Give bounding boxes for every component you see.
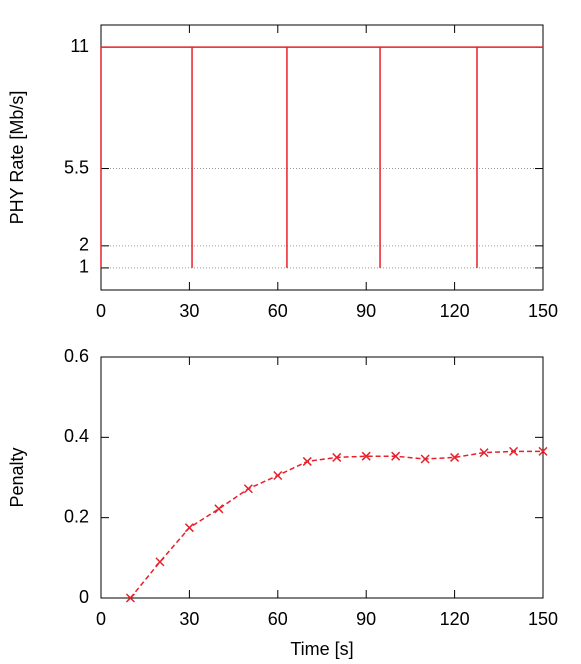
y-tick-label: 0.2 bbox=[64, 506, 89, 526]
x-tick-label: 90 bbox=[356, 609, 376, 629]
x-tick-label: 60 bbox=[268, 609, 288, 629]
x-tick-label: 0 bbox=[96, 609, 106, 629]
point-marker bbox=[391, 451, 401, 461]
point-marker bbox=[538, 446, 548, 456]
point-marker bbox=[420, 454, 430, 464]
point-marker bbox=[479, 448, 489, 458]
point-marker bbox=[243, 484, 253, 494]
point-marker bbox=[302, 456, 312, 466]
x-tick-label: 150 bbox=[528, 301, 558, 321]
point-marker bbox=[273, 470, 283, 481]
x-tick-label: 30 bbox=[179, 301, 199, 321]
point-marker bbox=[214, 504, 224, 514]
data-line bbox=[100, 46, 543, 268]
y-tick-label: 2 bbox=[79, 235, 89, 255]
point-marker bbox=[509, 446, 519, 456]
y-tick-label: 0.4 bbox=[64, 426, 89, 446]
plot-frame bbox=[100, 356, 544, 599]
x-tick-label: 120 bbox=[440, 609, 470, 629]
y-tick-label: 5.5 bbox=[64, 157, 89, 177]
x-tick-label: 150 bbox=[528, 609, 558, 629]
point-marker bbox=[155, 557, 165, 567]
x-tick-label: 0 bbox=[96, 301, 106, 321]
point-marker bbox=[361, 451, 371, 461]
point-marker bbox=[184, 523, 194, 533]
y-axis-label: Penalty bbox=[7, 447, 27, 507]
x-tick-label: 30 bbox=[179, 609, 199, 629]
y-axis-label: PHY Rate [Mb/s] bbox=[7, 91, 27, 225]
point-marker bbox=[450, 452, 460, 462]
y-tick-label: 11 bbox=[70, 36, 89, 56]
y-tick-label: 1 bbox=[79, 257, 89, 277]
x-axis-label: Time [s] bbox=[290, 639, 353, 659]
y-tick-label: 0.6 bbox=[64, 346, 89, 366]
x-tick-label: 90 bbox=[356, 301, 376, 321]
point-marker bbox=[125, 593, 135, 603]
point-marker bbox=[332, 452, 342, 462]
x-tick-label: 60 bbox=[268, 301, 288, 321]
x-tick-label: 120 bbox=[440, 301, 470, 321]
y-tick-label: 0 bbox=[79, 587, 89, 607]
